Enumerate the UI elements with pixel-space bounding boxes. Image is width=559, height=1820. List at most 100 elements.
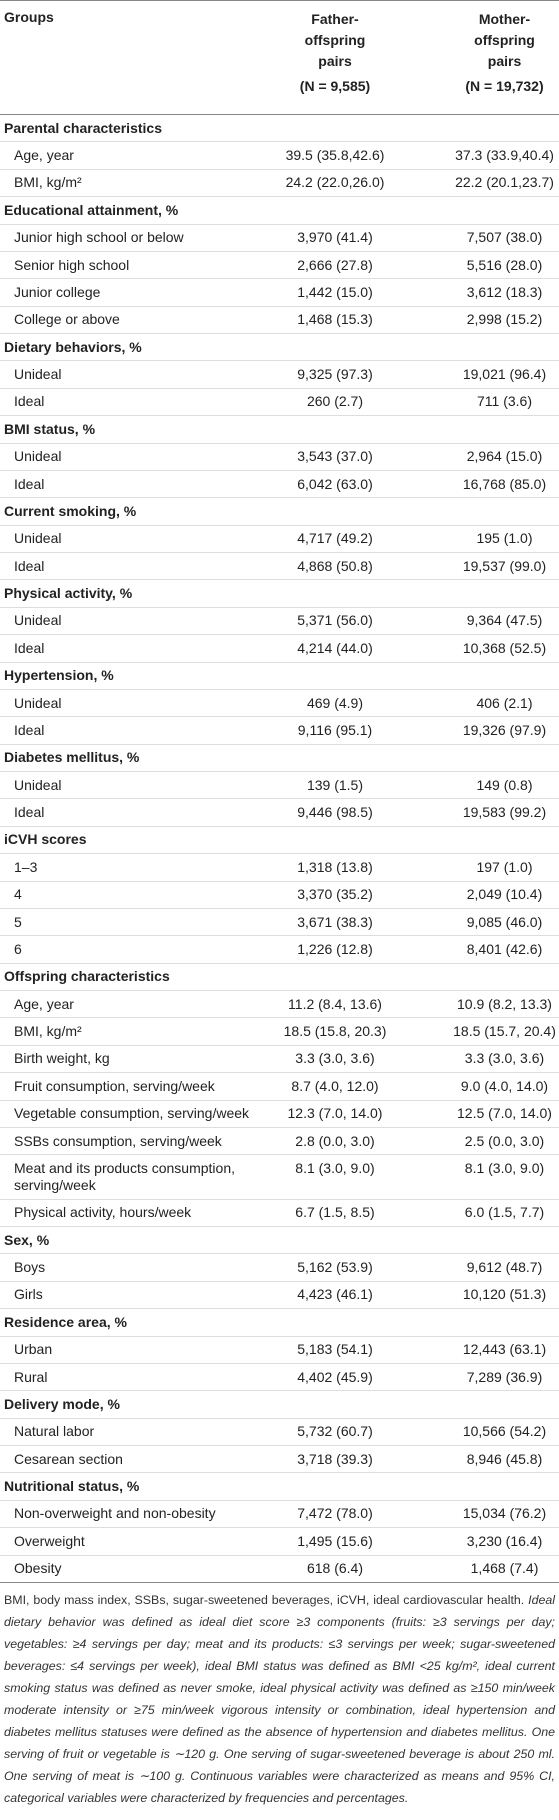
cell-value: 5,371 (56.0) — [297, 612, 373, 629]
cell-value: 469 (4.9) — [306, 694, 364, 711]
cell-value: 2,964 (15.0) — [466, 448, 543, 465]
cell-value: 406 (2.1) — [476, 694, 533, 711]
row-label: Unideal — [14, 776, 62, 793]
table-row: 5 3,671 (38.3) 9,085 (46.0) — [0, 909, 559, 937]
cell-value: 7,507 (38.0) — [466, 229, 543, 246]
section-title: Diabetes mellitus, % — [4, 749, 140, 766]
row-label: Physical activity, hours/week — [14, 1204, 192, 1221]
cell-value: 2,998 (15.2) — [466, 311, 543, 328]
cell-value: 197 (1.0) — [476, 858, 533, 875]
cell-value: 12.3 (7.0, 14.0) — [287, 1105, 383, 1122]
cell — [270, 1227, 400, 1253]
cell-value: 195 (1.0) — [476, 530, 533, 547]
row-label: College or above — [14, 311, 120, 328]
table-row: Obesity 618 (6.4) 1,468 (7.4) — [0, 1556, 559, 1583]
section-row: Sex, % — [0, 1227, 559, 1255]
cell-value: 2,049 (10.4) — [466, 886, 543, 903]
cell — [400, 964, 559, 990]
table-row: Ideal 4,214 (44.0) 10,368 (52.5) — [0, 635, 559, 663]
row-label: Meat and its products consumption, servi… — [14, 1159, 236, 1193]
section-title: Nutritional status, % — [4, 1478, 140, 1495]
table-row: Age, year 39.5 (35.8,42.6) 37.3 (33.9,40.4… — [0, 142, 559, 170]
row-label: Junior high school or below — [14, 229, 184, 246]
row-label: Age, year — [14, 995, 74, 1012]
table-row: Senior high school 2,666 (27.8) 5,516 (28.… — [0, 252, 559, 280]
section-row: BMI status, % — [0, 416, 559, 444]
row-label: BMI, kg/m² — [14, 1023, 82, 1040]
table: Groups Father-offspring pairs (N = 9,585… — [0, 0, 559, 1583]
cell-value: 22.2 (20.1,23.7) — [455, 174, 554, 191]
row-label: Ideal — [14, 804, 45, 821]
cell-value: 6,042 (63.0) — [297, 475, 373, 492]
cell — [270, 416, 400, 442]
cell-value: 19,326 (97.9) — [462, 721, 547, 738]
cell — [400, 827, 559, 853]
row-label: 6 — [14, 940, 22, 957]
section-row: Diabetes mellitus, % — [0, 745, 559, 772]
section-title: Sex, % — [4, 1231, 50, 1248]
cell-value: 37.3 (33.9,40.4) — [455, 147, 554, 164]
column-n: (N = 9,585) — [299, 78, 371, 94]
row-label: Ideal — [14, 475, 45, 492]
cell-value: 2,666 (27.8) — [297, 256, 373, 273]
row-label: Ideal — [14, 557, 45, 574]
cell — [270, 580, 400, 606]
cell-value: 24.2 (22.0,26.0) — [285, 174, 385, 191]
row-label: Natural labor — [14, 1423, 95, 1440]
cell-value: 11.2 (8.4, 13.6) — [288, 995, 382, 1012]
cell-value: 3.3 (3.0, 3.6) — [464, 1050, 545, 1067]
row-label: 4 — [14, 886, 22, 903]
cell — [270, 1473, 400, 1499]
row-label: Overweight — [14, 1532, 85, 1549]
column-n: (N = 19,732) — [465, 78, 544, 94]
section-title: Parental characteristics — [4, 119, 162, 136]
row-label: Ideal — [14, 393, 45, 410]
row-label: Unideal — [14, 448, 62, 465]
table-row: 4 3,370 (35.2) 2,049 (10.4) — [0, 882, 559, 909]
cell-value: 4,423 (46.1) — [297, 1286, 373, 1303]
cell — [270, 1391, 400, 1417]
table-row: Fruit consumption, serving/week 8.7 (4.0,… — [0, 1073, 559, 1101]
table-row: Ideal 6,042 (63.0) 16,768 (85.0) — [0, 471, 559, 499]
table-row: Unideal 469 (4.9) 406 (2.1) — [0, 690, 559, 718]
cell-value: 10,120 (51.3) — [462, 1286, 547, 1303]
cell-value: 1,318 (13.8) — [297, 858, 373, 875]
cell-value: 10,368 (52.5) — [462, 639, 547, 656]
section-title: Educational attainment, % — [4, 201, 179, 218]
cell-value: 15,034 (76.2) — [462, 1505, 547, 1522]
table-row: Junior college 1,442 (15.0) 3,612 (18.3) — [0, 279, 559, 307]
section-row: Physical activity, % — [0, 580, 559, 608]
cell-value: 4,214 (44.0) — [297, 639, 373, 656]
cell-value: 9,116 (95.1) — [297, 721, 373, 738]
table-row: 6 1,226 (12.8) 8,401 (42.6) — [0, 936, 559, 964]
cell — [270, 197, 400, 223]
cell-value: 4,402 (45.9) — [297, 1368, 373, 1385]
row-label: Ideal — [14, 721, 45, 738]
cell — [270, 1309, 400, 1335]
cell-value: 12,443 (63.1) — [462, 1341, 547, 1358]
row-label: Vegetable consumption, serving/week — [14, 1105, 250, 1122]
cell — [270, 964, 400, 990]
footnote-definitions: Ideal dietary behavior was defined as id… — [4, 1592, 555, 1805]
table-row: Vegetable consumption, serving/week 12.3 … — [0, 1101, 559, 1128]
cell-value: 3,970 (41.4) — [297, 229, 373, 246]
cell — [400, 580, 559, 606]
row-label: Non-overweight and non-obesity — [14, 1505, 216, 1522]
cell — [270, 663, 400, 689]
cell-value: 10,566 (54.2) — [462, 1423, 547, 1440]
table-row: Birth weight, kg 3.3 (3.0, 3.6) 3.3 (3.0, … — [0, 1046, 559, 1074]
row-label: 1–3 — [14, 858, 38, 875]
table-row: Ideal 9,446 (98.5) 19,583 (99.2) — [0, 799, 559, 827]
cell — [400, 1227, 559, 1253]
section-row: Nutritional status, % — [0, 1473, 559, 1501]
cell-value: 3,671 (38.3) — [297, 913, 373, 930]
row-label: 5 — [14, 913, 22, 930]
row-label: Urban — [14, 1341, 53, 1358]
cell-value: 9,085 (46.0) — [466, 913, 543, 930]
table-row: Cesarean section 3,718 (39.3) 8,946 (45.8) — [0, 1446, 559, 1474]
row-label: Boys — [14, 1259, 46, 1276]
row-label: Girls — [14, 1286, 43, 1303]
table-row: Meat and its products consumption, servi… — [0, 1155, 559, 1200]
cell — [400, 197, 559, 223]
